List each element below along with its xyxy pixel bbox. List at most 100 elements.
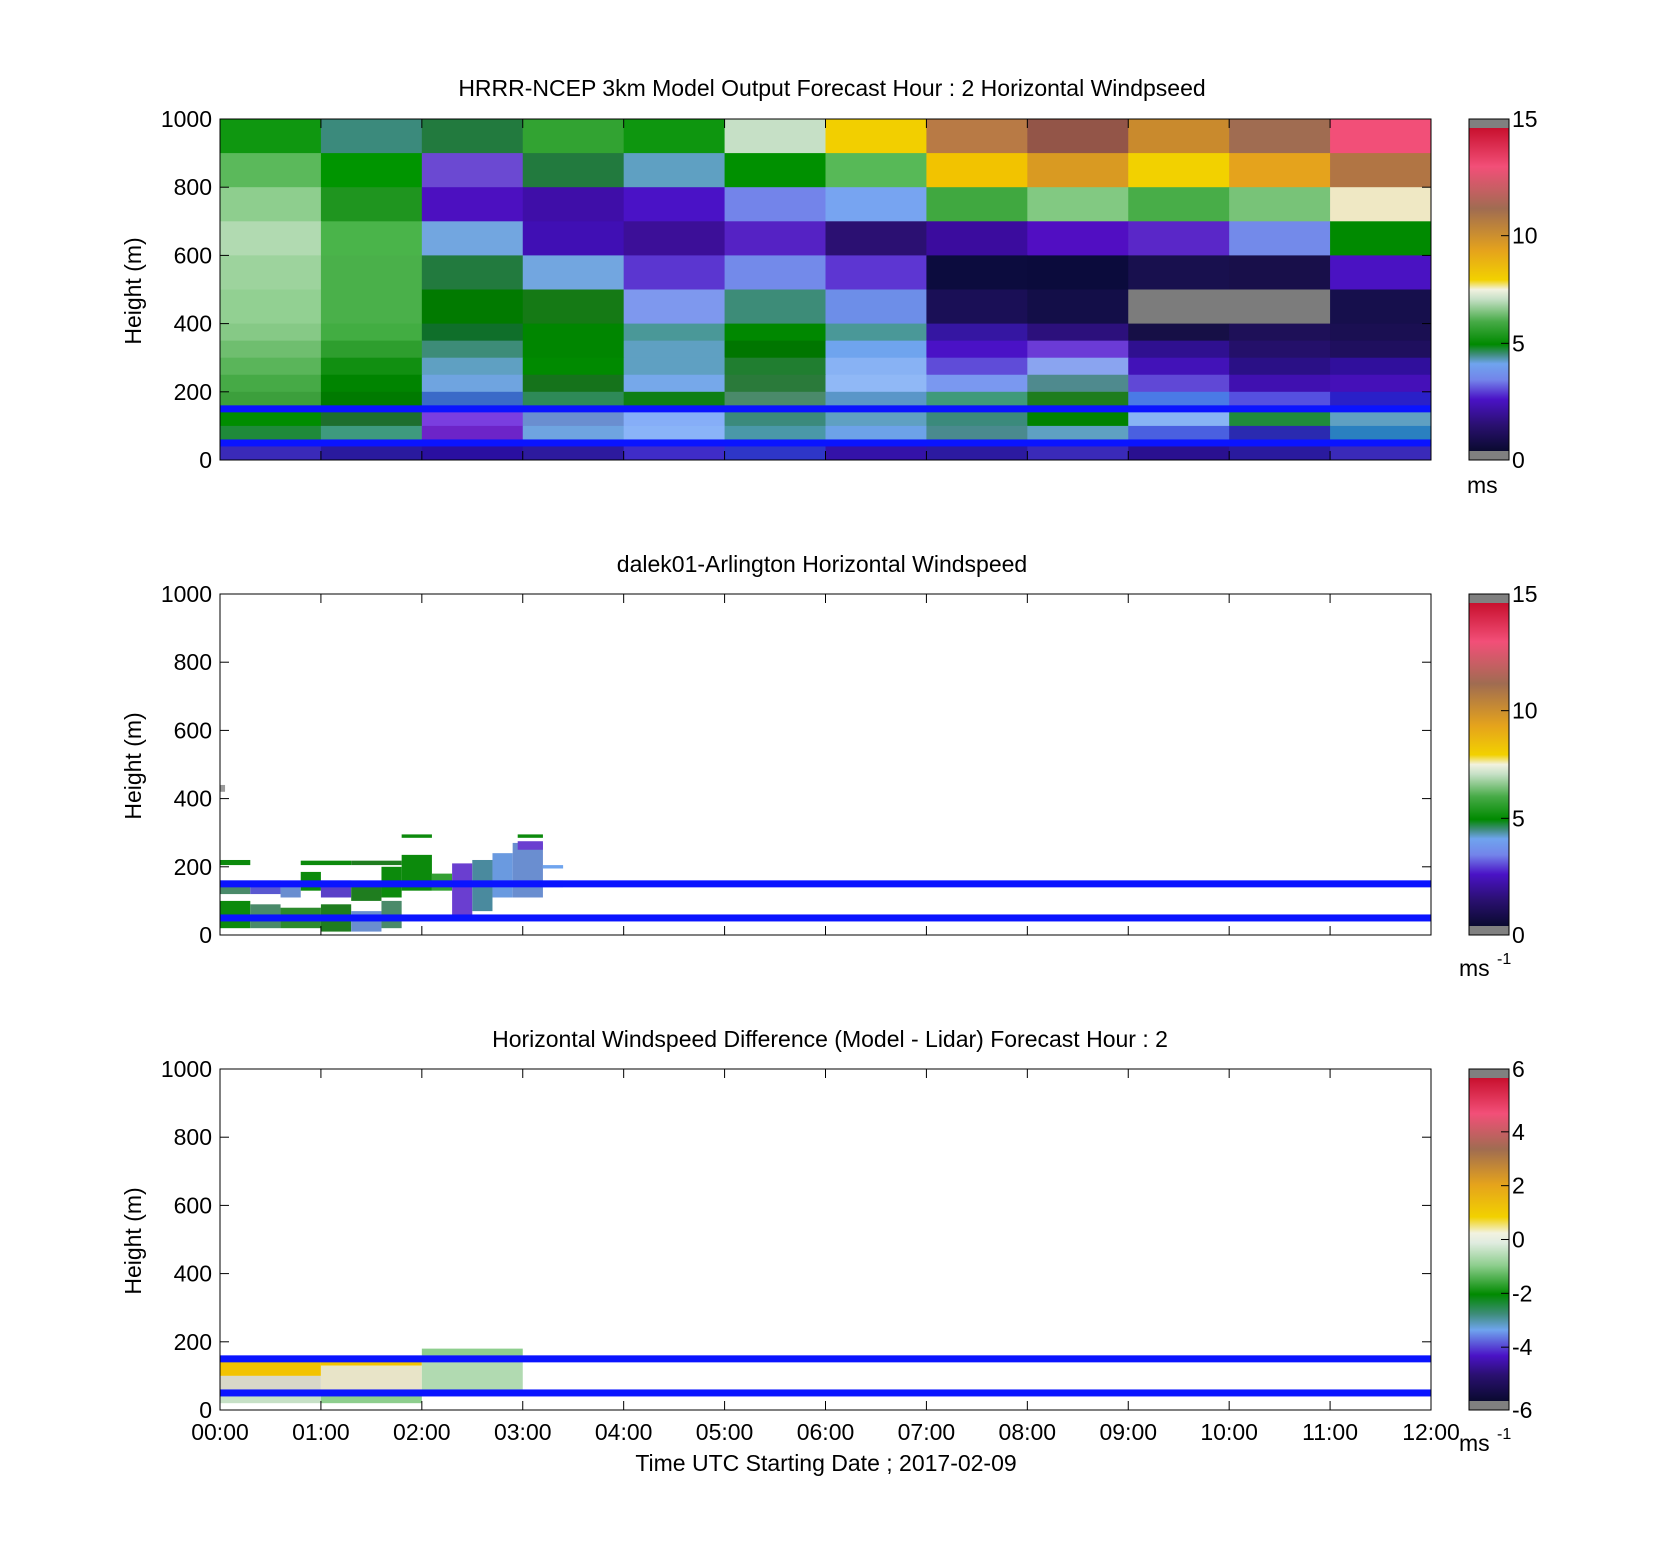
heatmap-cell [421,289,524,325]
heatmap-cell [724,340,826,359]
panel-model: HRRR-NCEP 3km Model Output Forecast Hour… [120,75,1538,498]
x-tick-label: 04:00 [595,1419,653,1445]
heatmap-cell [724,255,826,290]
heatmap-cell [522,357,625,376]
heatmap-cell [320,289,423,325]
heatmap-cell [825,442,927,461]
heatmap-cell [522,391,625,410]
heatmap-cell [220,289,322,325]
heatmap-cell [1330,442,1432,461]
heatmap-cell [220,408,322,427]
y-tick-label: 0 [199,447,212,473]
colorbar: 0 5 10 15 ms -1 [1459,581,1538,981]
colorbar-unit: ms [1467,472,1498,498]
heatmap-cell [1330,357,1432,376]
heatmap-cell [724,425,826,444]
data-segment [351,860,402,866]
heatmap-cell [1027,289,1129,325]
heatmap-cell [623,255,726,290]
heatmap-cell [1027,408,1129,427]
heatmap-cell [220,357,322,376]
heatmap-cell [1330,221,1432,256]
colorbar-cap [1469,119,1509,128]
heatmap-cell [724,408,826,427]
heatmap-cell [522,425,625,444]
colorbar-scale [1469,603,1509,926]
colorbar-unit-exponent: -1 [1497,1426,1511,1443]
heatmap-cell [724,357,826,376]
heatmap-cells [220,784,564,932]
heatmap-cell [1229,119,1331,154]
panel-title: Horizontal Windspeed Difference (Model -… [492,1026,1168,1052]
heatmap-cell [1128,425,1230,444]
y-axis: 0 200 400 600 800 1000 [161,1056,1431,1423]
x-tick-label: 00:00 [191,1419,249,1445]
heatmap-cell [1027,221,1129,256]
colorbar-frame [1468,593,1510,936]
colorbar-tick-label: 5 [1512,805,1525,831]
y-tick-label: 0 [199,922,212,948]
heatmap-cell [320,255,423,290]
y-axis-label: Height (m) [120,237,146,344]
colorbar-tick-label: 0 [1512,447,1525,473]
data-segment [421,1358,523,1390]
x-axis [219,594,1432,935]
y-tick-label: 1000 [161,581,212,607]
heatmap-cell [1229,187,1331,222]
y-tick-label: 400 [174,311,212,337]
heatmap-cell [1229,289,1331,325]
colorbar-unit: ms [1459,1430,1490,1456]
heatmap-cell [522,119,625,154]
colorbar-tick-label: 6 [1512,1056,1525,1082]
heatmap-cell [522,374,625,393]
heatmap-cell [522,153,625,188]
heatmap-cell [825,221,927,256]
heatmap-cell [1128,255,1230,290]
heatmap-cell [724,221,826,256]
y-tick-label: 200 [174,854,212,880]
data-segment [220,784,226,792]
heatmap-cell [724,187,826,222]
heatmap-cell [421,255,524,290]
heatmap-cell [320,187,423,222]
heatmap-cell [1229,221,1331,256]
colorbar-tick-label: 10 [1512,223,1538,249]
y-axis-label: Height (m) [120,1187,146,1294]
heatmap-cell [1027,442,1129,461]
colorbar-tick-label: 15 [1512,581,1538,607]
heatmap-cell [926,119,1028,154]
heatmap-cell [1027,187,1129,222]
heatmap-cells [220,119,1432,461]
y-tick-label: 600 [174,717,212,743]
heatmap-cell [623,289,726,325]
x-tick-label: 05:00 [696,1419,754,1445]
x-tick-label: 07:00 [898,1419,956,1445]
colorbar: -6 -4 -2 0 2 4 6 ms -1 [1459,1056,1533,1456]
heatmap-cell [522,289,625,325]
heatmap-cell [421,357,524,376]
heatmap-cell [421,221,524,256]
heatmap-cell [926,425,1028,444]
data-segment [512,842,543,898]
heatmap-cell [1027,425,1129,444]
x-tick-label: 12:00 [1402,1419,1460,1445]
heatmap-cell [1330,153,1432,188]
heatmap-cell [926,442,1028,461]
heatmap-cell [320,391,423,410]
heatmap-cell [623,357,726,376]
heatmap-cell [320,425,423,444]
heatmap-cell [220,442,322,461]
heatmap-cell [623,408,726,427]
heatmap-cell [623,119,726,154]
heatmap-cell [320,323,423,342]
heatmap-cell [522,340,625,359]
heatmap-cell [623,221,726,256]
heatmap-cell [825,289,927,325]
heatmap-cell [1330,340,1432,359]
heatmap-cell [421,340,524,359]
y-tick-label: 600 [174,1192,212,1218]
heatmap-cell [623,340,726,359]
x-tick-label: 03:00 [494,1419,552,1445]
colorbar-tick-label: -2 [1512,1280,1532,1306]
heatmap-cell [421,153,524,188]
